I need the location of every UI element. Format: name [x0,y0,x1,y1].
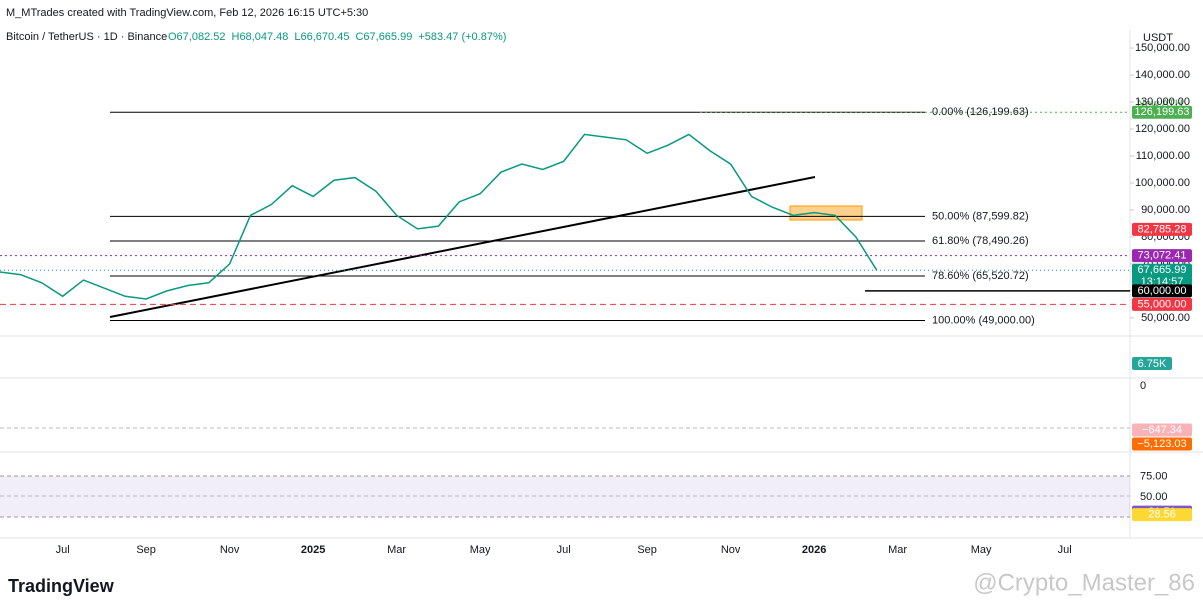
x-tick-label: Jul [1058,544,1072,556]
price-badge [1132,297,1192,311]
x-tick-label: 2026 [802,544,826,556]
price-badge-label: 82,785.28 [1138,223,1187,235]
x-tick-label: May [971,544,992,556]
macd-zero: 0 [1140,380,1146,392]
y-tick-label: 150,000.00 [1135,42,1190,54]
x-tick-label: 2025 [301,544,325,556]
price-badge [1132,222,1192,236]
rsi-badge [1132,508,1192,522]
y-tick-label: 120,000.00 [1135,123,1190,135]
price-badge-label: 67,665.99 [1138,264,1187,276]
price-badge-label: 55,000.00 [1138,298,1187,310]
y-tick-label: 110,000.00 [1136,150,1190,162]
x-tick-label: Jul [56,544,70,556]
volume-badge-label: 6.75K [1138,358,1167,370]
rsi-badge-label: 28.56 [1148,508,1176,520]
price-badge [1132,249,1192,263]
x-tick-label: Mar [888,544,907,556]
fib-label: 50.00% (87,599.82) [932,210,1029,222]
y-tick-label: 50,000.00 [1141,312,1190,324]
symbol: Bitcoin / TetherUS · 1D · Binance [6,31,167,43]
fib-label: 100.00% (49,000.00) [932,314,1035,326]
price-line-series [0,133,878,300]
x-tick-label: Sep [637,544,657,556]
macd-badge-label: −647.34 [1142,424,1182,436]
x-tick-label: Sep [136,544,156,556]
price-badge-label: 126,199.63 [1134,106,1189,118]
fib-label: 78.60% (65,520.72) [932,270,1029,282]
x-tick-label: Nov [220,544,240,556]
fib-label: 61.80% (78,490.26) [932,235,1029,247]
macd-badge-label: −5,123.03 [1137,438,1186,450]
currency: USDT [1143,32,1173,44]
credit: M_MTrades created with TradingView.com, … [6,7,368,19]
x-tick-label: May [470,544,491,556]
ohlc-value: C67,665.99 [355,31,412,43]
ohlc-value: L66,670.45 [294,31,349,43]
y-tick-label: 130,000.00 [1135,96,1190,108]
price-badge [1132,263,1192,290]
ohlc-value: H68,047.48 [232,31,289,43]
y-tick-label: 90,000.00 [1141,204,1190,216]
x-tick-label: Nov [721,544,741,556]
x-tick-label: Jul [557,544,571,556]
y-tick-label: 140,000.00 [1135,69,1190,81]
price-badge-label: 73,072.41 [1138,250,1187,262]
rsi-tick-label: 75.00 [1140,470,1168,482]
zone [789,205,863,221]
rsi-tick-label: 50.00 [1140,491,1168,503]
trend-line [109,176,816,318]
brand: TradingView [8,576,115,596]
macd-badge [1132,437,1192,451]
y-tick-label: 100,000.00 [1135,177,1190,189]
price-badge [1132,284,1192,298]
ohlc-value: +583.47 (+0.87%) [418,31,506,43]
watermark: @Crypto_Master_86 [973,569,1195,596]
price-badge-label: 60,000.00 [1138,285,1187,297]
x-tick-label: Mar [387,544,406,556]
macd-badge [1132,423,1192,437]
ohlc-value: O67,082.52 [168,31,226,43]
volume-badge [1132,357,1172,370]
price-badge [1132,105,1192,119]
